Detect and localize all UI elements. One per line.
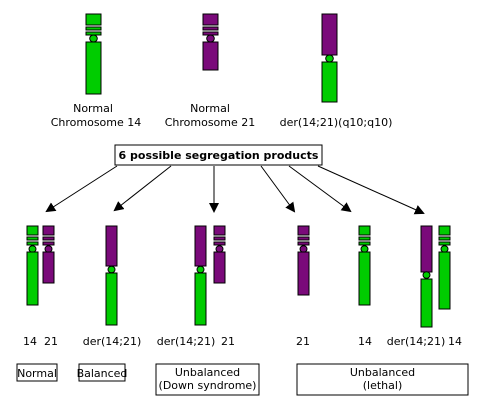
arrow-to-product-1 (45, 165, 118, 213)
down-category-line1: Unbalanced (175, 366, 240, 379)
lethal-category-line2: (lethal) (363, 379, 403, 392)
product-6-der (420, 225, 433, 328)
normal-category-label: Normal (17, 367, 57, 380)
arrow-to-product-5 (288, 165, 352, 213)
p6-label-14: 14 (448, 335, 462, 348)
p6-label-der: der(14;21) (387, 335, 446, 348)
product-1-chromosome-14 (26, 225, 39, 306)
p1-label-14: 14 (23, 335, 37, 348)
arrow-to-product-2 (113, 165, 172, 212)
balanced-category-box (78, 363, 126, 382)
product-6-chromosome-14 (438, 225, 451, 310)
arrow-to-product-4 (260, 165, 296, 213)
product-3-der (194, 225, 207, 326)
down-syndrome-category-box (155, 363, 260, 396)
normal-chromosome-21 (202, 13, 219, 71)
normal14-label-line2: Chromosome 14 (51, 116, 142, 129)
product-2-der (105, 225, 118, 326)
product-4-chromosome-21 (297, 225, 310, 296)
normal21-label-line1: Normal (190, 102, 230, 115)
normal21-label-line2: Chromosome 21 (165, 116, 256, 129)
derivative-chromosome-der14-21 (321, 13, 338, 103)
p1-label-21: 21 (44, 335, 58, 348)
lethal-category-box (296, 363, 469, 396)
product-5-chromosome-14 (358, 225, 371, 306)
product-1-chromosome-21 (42, 225, 55, 284)
down-category-line2: (Down syndrome) (159, 379, 257, 392)
p5-label-14: 14 (358, 335, 372, 348)
balanced-category-label: Balanced (77, 367, 128, 380)
p3-label-der: der(14;21) (157, 335, 216, 348)
product-3-chromosome-21 (213, 225, 226, 284)
lethal-category-line1: Unbalanced (350, 366, 415, 379)
p4-label-21: 21 (296, 335, 310, 348)
arrows (45, 165, 425, 215)
normal-chromosome-14 (85, 13, 102, 95)
p3-label-21: 21 (221, 335, 235, 348)
normal-category-box (16, 363, 58, 382)
p2-label-der: der(14;21) (83, 335, 142, 348)
segregation-products-box (114, 144, 323, 166)
normal14-label-line1: Normal (73, 102, 113, 115)
der-label: der(14;21)(q10;q10) (280, 116, 393, 129)
arrow-to-product-6 (317, 165, 425, 215)
segregation-products-title: 6 possible segregation products (119, 149, 319, 162)
